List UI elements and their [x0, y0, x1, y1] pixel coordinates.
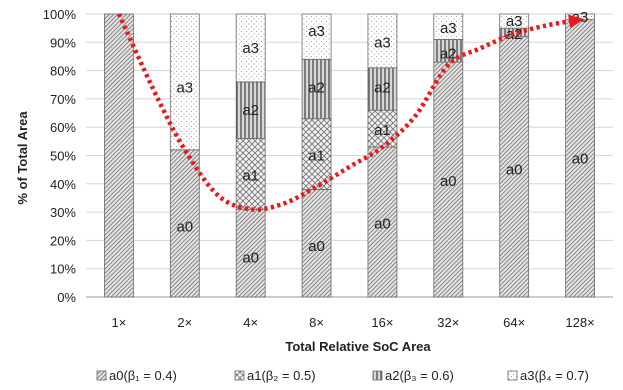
legend-label-a2: a2(β₃ = 0.6) — [385, 368, 454, 383]
segment-label-a1: a1 — [242, 167, 259, 184]
legend-item-a2: a2(β₃ = 0.6) — [372, 368, 454, 383]
bar-segment-a0 — [433, 61, 464, 298]
bar-segment-a3 — [169, 13, 200, 151]
y-tick-label: 40% — [50, 177, 76, 192]
y-tick-label: 0% — [57, 290, 76, 305]
segment-label-a2: a2 — [308, 80, 325, 97]
segment-label-a0: a0 — [572, 150, 589, 167]
segment-label-a3: a3 — [176, 80, 193, 97]
y-tick-label: 50% — [50, 149, 76, 164]
segment-label-a0: a0 — [176, 218, 193, 235]
y-tick-label: 90% — [50, 35, 76, 50]
x-tick-label: 16× — [371, 315, 393, 330]
legend-swatch-a1 — [234, 370, 245, 381]
x-axis-title: Total Relative SoC Area — [285, 339, 431, 354]
y-tick-label: 60% — [50, 120, 76, 135]
x-tick-label: 1× — [112, 315, 127, 330]
trend-curve-line — [116, 13, 581, 212]
x-tick-label: 64× — [503, 315, 525, 330]
y-axis-title: % of Total Area — [15, 111, 30, 205]
y-tick-label: 20% — [50, 233, 76, 248]
legend-label-a1: a1(β₂ = 0.5) — [247, 368, 316, 383]
bars — [104, 13, 595, 298]
x-tick-label: 32× — [437, 315, 459, 330]
legend-label-a0: a0(β₁ = 0.4) — [109, 368, 177, 383]
legend: a0(β₁ = 0.4) a1(β₂ = 0.5) a2(β₃ = 0.6) a3(β… — [96, 368, 589, 383]
segment-label-a1: a1 — [374, 122, 391, 139]
x-axis-ticks: 1× 2× 4× 8× 16× 32× 64× 128× — [112, 315, 595, 330]
gridlines — [86, 13, 613, 298]
segment-label-a3: a3 — [242, 40, 259, 57]
y-axis-ticks: 0% 10% 20% 30% 40% 50% 60% 70% 80% 90% 100% — [43, 7, 77, 305]
x-tick-label: 2× — [177, 315, 192, 330]
segment-label-a0: a0 — [242, 249, 259, 266]
segment-label-a0: a0 — [506, 162, 523, 179]
segment-label-a2: a2 — [374, 80, 391, 97]
bar-segment-a3 — [235, 13, 266, 83]
segment-label-a0: a0 — [440, 173, 457, 190]
legend-swatch-a0 — [96, 370, 107, 381]
segment-label-a2: a2 — [242, 102, 259, 119]
legend-label-a3: a3(β₄ = 0.7) — [520, 368, 589, 383]
bar-segment-a3 — [301, 13, 332, 60]
bar-segment-a3 — [367, 13, 398, 69]
trend-arrowhead — [568, 14, 585, 29]
x-tick-label: 4× — [243, 315, 258, 330]
segment-label-a0: a0 — [308, 238, 325, 255]
x-tick-label: 8× — [309, 315, 324, 330]
legend-swatch-a3 — [507, 370, 518, 381]
y-tick-label: 100% — [43, 7, 77, 22]
legend-item-a1: a1(β₂ = 0.5) — [234, 368, 316, 383]
segment-label-a3: a3 — [440, 20, 457, 37]
bar-segment-a2 — [301, 58, 332, 120]
bar-segment-a0 — [499, 36, 530, 298]
segment-labels: a0a3a0a1a2a3a0a1a2a3a0a1a2a3a0a2a3a0a2a3… — [176, 9, 588, 267]
segment-label-a3: a3 — [308, 23, 325, 40]
legend-swatch-a2 — [372, 370, 383, 381]
segment-label-a3: a3 — [506, 13, 523, 30]
segment-label-a2: a2 — [440, 46, 457, 63]
bar-segment-a0 — [367, 146, 398, 298]
bar-segment-a0 — [104, 13, 134, 298]
segment-label-a0: a0 — [374, 215, 391, 232]
legend-item-a0: a0(β₁ = 0.4) — [96, 368, 177, 383]
bar-segment-a3 — [433, 13, 464, 40]
trend-curve — [116, 13, 585, 212]
segment-label-a1: a1 — [308, 148, 325, 165]
bar-segment-a3 — [499, 13, 530, 29]
y-tick-label: 80% — [50, 64, 76, 79]
segment-label-a3: a3 — [374, 34, 391, 51]
bar-segment-a1 — [301, 118, 332, 190]
bar-segment-a0 — [235, 208, 266, 298]
y-tick-label: 70% — [50, 92, 76, 107]
x-tick-label: 128× — [565, 315, 594, 330]
y-tick-label: 10% — [50, 262, 76, 277]
legend-item-a3: a3(β₄ = 0.7) — [507, 368, 589, 383]
bar-segment-a0 — [169, 149, 200, 298]
bar-segment-a1 — [235, 138, 266, 210]
y-tick-label: 30% — [50, 205, 76, 220]
